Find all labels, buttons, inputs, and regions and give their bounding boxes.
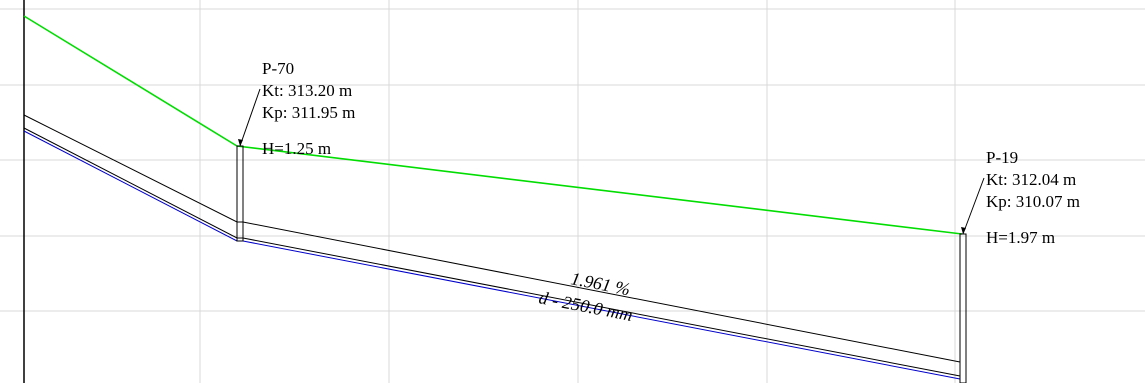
manhole-depth: H=1.25 m [262,139,331,158]
manhole-p19: P-19 Kt: 312.04 m Kp: 310.07 m H=1.97 m [959,148,1080,383]
manhole-id: P-70 [262,59,294,78]
manhole-pipe-elevation: Kp: 310.07 m [986,192,1080,211]
manhole-shaft [959,233,967,383]
pipe-bottom-line [23,127,961,377]
manhole-terrain-elevation: Kt: 313.20 m [262,81,352,100]
manhole-p70: P-70 Kt: 313.20 m Kp: 311.95 m H=1.25 m [236,59,355,242]
manhole-depth: H=1.97 m [986,228,1055,247]
leader-line [239,88,261,147]
manhole-terrain-elevation: Kt: 312.04 m [986,170,1076,189]
leader-arrow-icon [238,139,243,146]
terrain-line [23,15,963,235]
leader-arrow-icon [961,227,966,234]
pipe-crown-line [23,114,961,363]
pipe-invert-line [23,130,961,380]
leader-line [962,177,985,235]
manhole-pipe-elevation: Kp: 311.95 m [262,103,355,122]
manhole-id: P-19 [986,148,1018,167]
